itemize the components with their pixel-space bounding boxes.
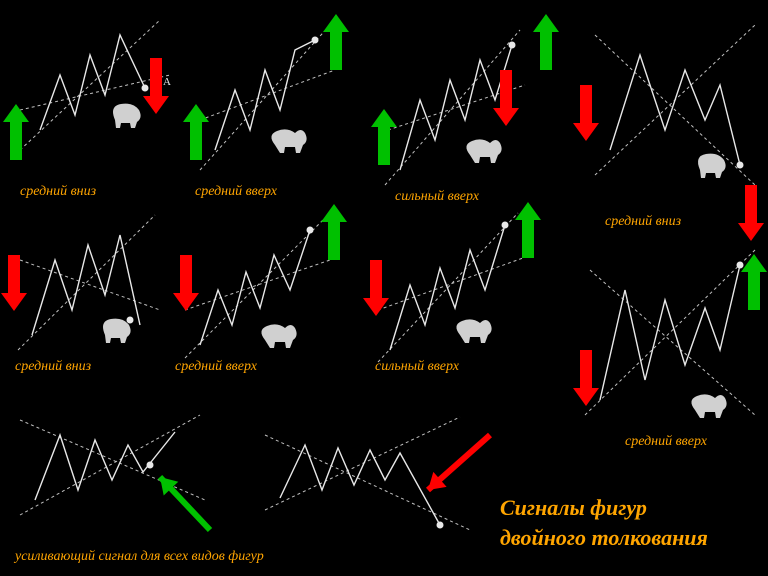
p8-label: средний вверх: [625, 434, 708, 449]
title-line-1: двойного толкования: [500, 525, 708, 550]
p1-label: средний вниз: [20, 184, 97, 199]
svg-text:A: A: [163, 76, 171, 88]
p9-label: усиливающий сигнал для всех видов фигур: [13, 549, 264, 564]
p6-label: средний вверх: [175, 359, 258, 374]
p5-label: средний вниз: [15, 359, 92, 374]
p7-label: сильный вверх: [375, 359, 460, 374]
p3-label: сильный вверх: [395, 189, 480, 204]
p2-label: средний вверх: [195, 184, 278, 199]
diagram-canvas: Aсредний вниз средний вверх сильный вверх с…: [0, 0, 768, 576]
title-line-0: Сигналы фигур: [500, 495, 647, 520]
p4-label: средний вниз: [605, 214, 682, 229]
